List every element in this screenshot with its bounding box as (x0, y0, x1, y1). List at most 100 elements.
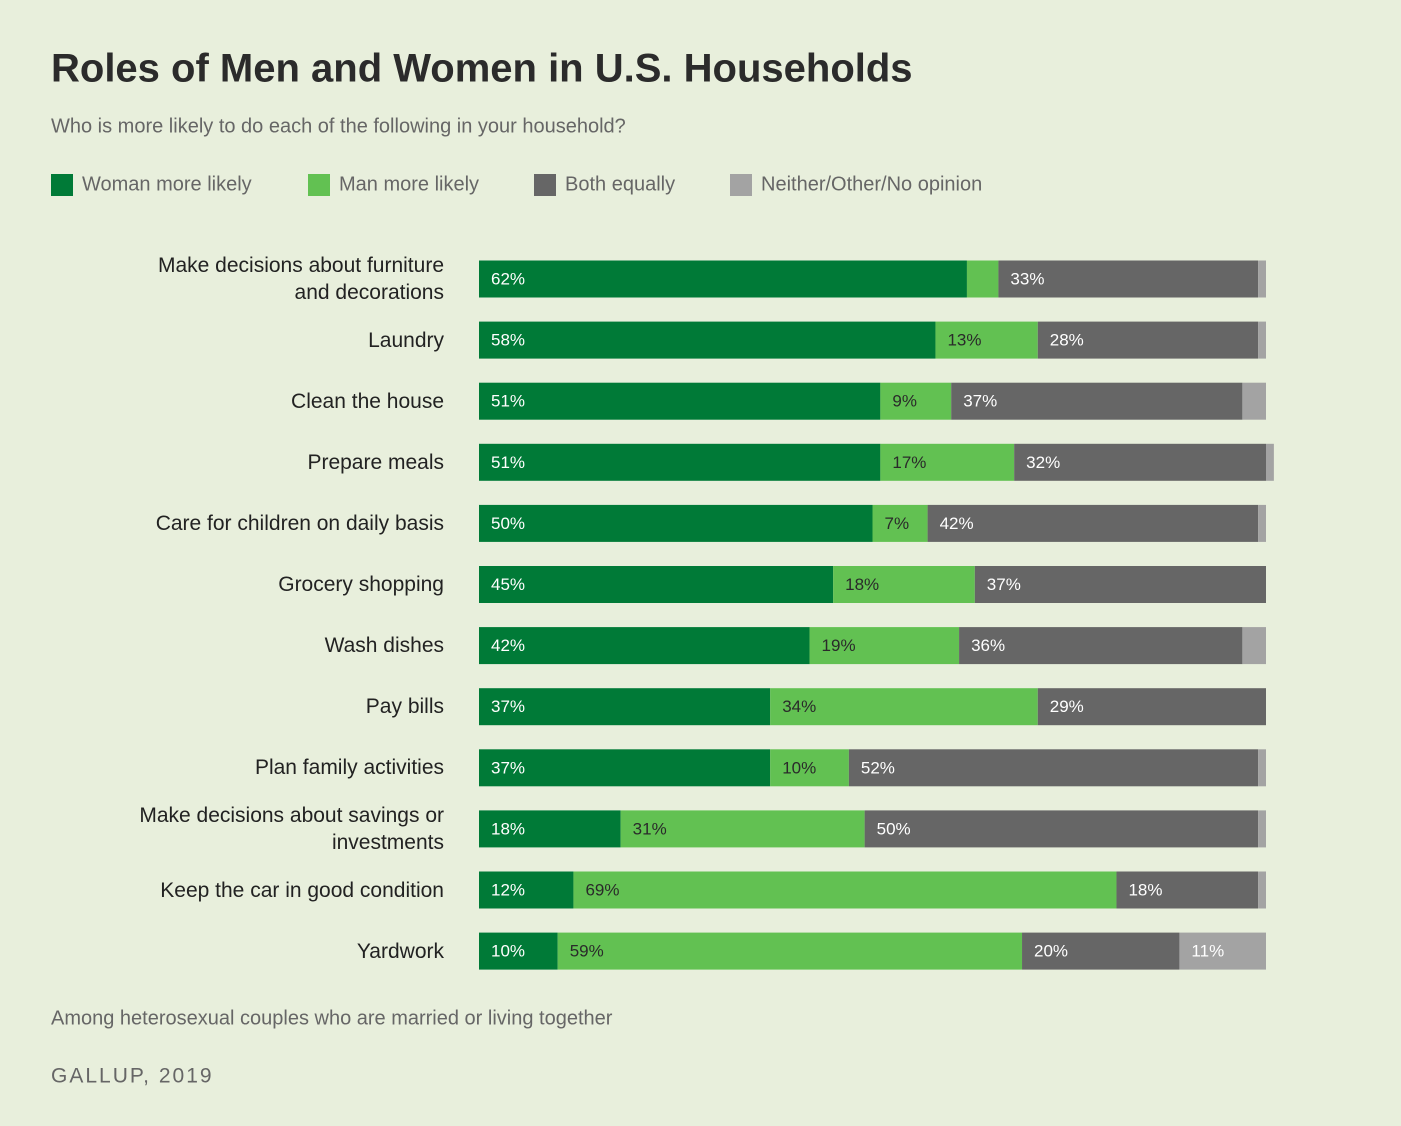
bar-segment (479, 749, 771, 787)
value-label: 36% (971, 636, 1005, 655)
bar-segment (479, 260, 967, 298)
value-label: 12% (491, 880, 525, 899)
bar-segment (770, 688, 1038, 726)
category-label: Pay bills (365, 695, 444, 719)
category-label: Wash dishes (324, 634, 444, 658)
bar-segment (1258, 504, 1266, 542)
note: Among heterosexual couples who are marri… (51, 1007, 613, 1029)
bar-segment (1242, 382, 1266, 420)
bar-segment (1037, 321, 1259, 359)
category-label: Grocery shopping (278, 573, 444, 596)
value-label: 45% (491, 575, 525, 594)
bar-segment (1179, 932, 1266, 970)
bar-segment (974, 566, 1266, 603)
legend-swatch (730, 174, 752, 196)
legend-swatch (534, 174, 556, 196)
bar-segment (1258, 749, 1266, 787)
bar-segment (557, 932, 1023, 970)
bar-segment (479, 566, 834, 603)
value-label: 20% (1034, 942, 1068, 961)
value-label: 10% (782, 758, 816, 777)
bar-segment (951, 382, 1243, 420)
value-label: 58% (491, 331, 525, 350)
bar-segment (966, 260, 999, 298)
value-label: 42% (491, 636, 525, 655)
bar-segment (872, 504, 928, 542)
bar-segment (880, 382, 952, 420)
category-label: Make decisions about savings or investme… (139, 803, 444, 854)
bar-segment (880, 443, 1015, 481)
value-label: 18% (491, 819, 525, 838)
value-label: 51% (491, 453, 525, 472)
category-label: Laundry (368, 328, 444, 352)
value-label: 9% (892, 392, 917, 411)
category-label: Clean the house (291, 389, 444, 413)
value-label: 37% (987, 575, 1021, 594)
value-label: 33% (1010, 269, 1044, 288)
bar-segment (959, 627, 1243, 665)
legend-label: Both equally (565, 173, 675, 195)
bar-segment (1266, 443, 1274, 481)
category-label: Yardwork (356, 939, 444, 963)
bar-segment (1116, 871, 1259, 909)
bar-segment (935, 321, 1038, 359)
bar-segment (479, 504, 873, 542)
value-label: 31% (633, 819, 667, 838)
value-label: 18% (845, 575, 879, 594)
value-label: 29% (1050, 697, 1084, 716)
bar-segment (479, 627, 810, 665)
value-label: 10% (491, 942, 525, 961)
value-label: 34% (782, 697, 816, 716)
bar-segment (479, 443, 881, 481)
value-label: 7% (885, 514, 910, 533)
bar-segment (1037, 688, 1266, 726)
category-label: Plan family activities (254, 756, 444, 780)
value-label: 13% (947, 331, 981, 350)
value-label: 69% (585, 880, 619, 899)
value-label: 59% (570, 942, 604, 961)
legend-label: Neither/Other/No opinion (761, 173, 982, 195)
value-label: 11% (1191, 942, 1224, 961)
bar-segment (809, 627, 960, 665)
category-label: Keep the car in good condition (160, 878, 444, 902)
bar-segment (864, 810, 1259, 848)
category-label: Make decisions about furniture and decor… (158, 254, 444, 304)
subtitle: Who is more likely to do each of the fol… (51, 115, 626, 137)
bar-segment (479, 688, 771, 726)
value-label: 17% (892, 453, 926, 472)
value-label: 62% (491, 269, 525, 288)
value-label: 51% (491, 392, 525, 411)
bar-segment (927, 504, 1259, 542)
value-label: 37% (491, 758, 525, 777)
bar-segment (1014, 443, 1266, 481)
bar-segment (1242, 627, 1266, 665)
legend-swatch (308, 174, 330, 196)
value-label: 37% (963, 392, 997, 411)
bar-segment (1258, 810, 1266, 848)
legend-swatch (51, 174, 73, 196)
category-label: Care for children on daily basis (155, 511, 444, 535)
category-label: Prepare meals (307, 450, 444, 474)
legend-label: Woman more likely (82, 173, 252, 195)
value-label: 52% (861, 758, 895, 777)
bar-segment (620, 810, 865, 848)
bar-segment (479, 321, 936, 359)
value-label: 18% (1128, 880, 1162, 899)
value-label: 28% (1050, 331, 1084, 350)
bar-segment (479, 932, 558, 970)
bar-segment (479, 382, 881, 420)
legend-label: Man more likely (339, 173, 479, 195)
value-label: 37% (491, 697, 525, 716)
bar-segment (848, 749, 1259, 787)
bar-segment (1258, 871, 1266, 909)
bar-segment (833, 566, 975, 603)
value-label: 42% (940, 514, 974, 533)
bar-segment (1022, 932, 1180, 970)
bar-segment (998, 260, 1259, 298)
bar-segment (479, 871, 574, 909)
value-label: 50% (877, 819, 911, 838)
source: GALLUP, 2019 (51, 1065, 214, 1088)
value-label: 50% (491, 514, 525, 533)
